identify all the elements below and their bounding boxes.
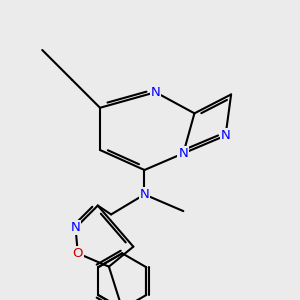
Text: N: N — [151, 86, 160, 99]
Text: N: N — [221, 129, 230, 142]
Text: N: N — [178, 147, 188, 160]
Text: N: N — [71, 221, 80, 234]
Text: N: N — [140, 188, 149, 201]
Text: O: O — [73, 247, 83, 260]
